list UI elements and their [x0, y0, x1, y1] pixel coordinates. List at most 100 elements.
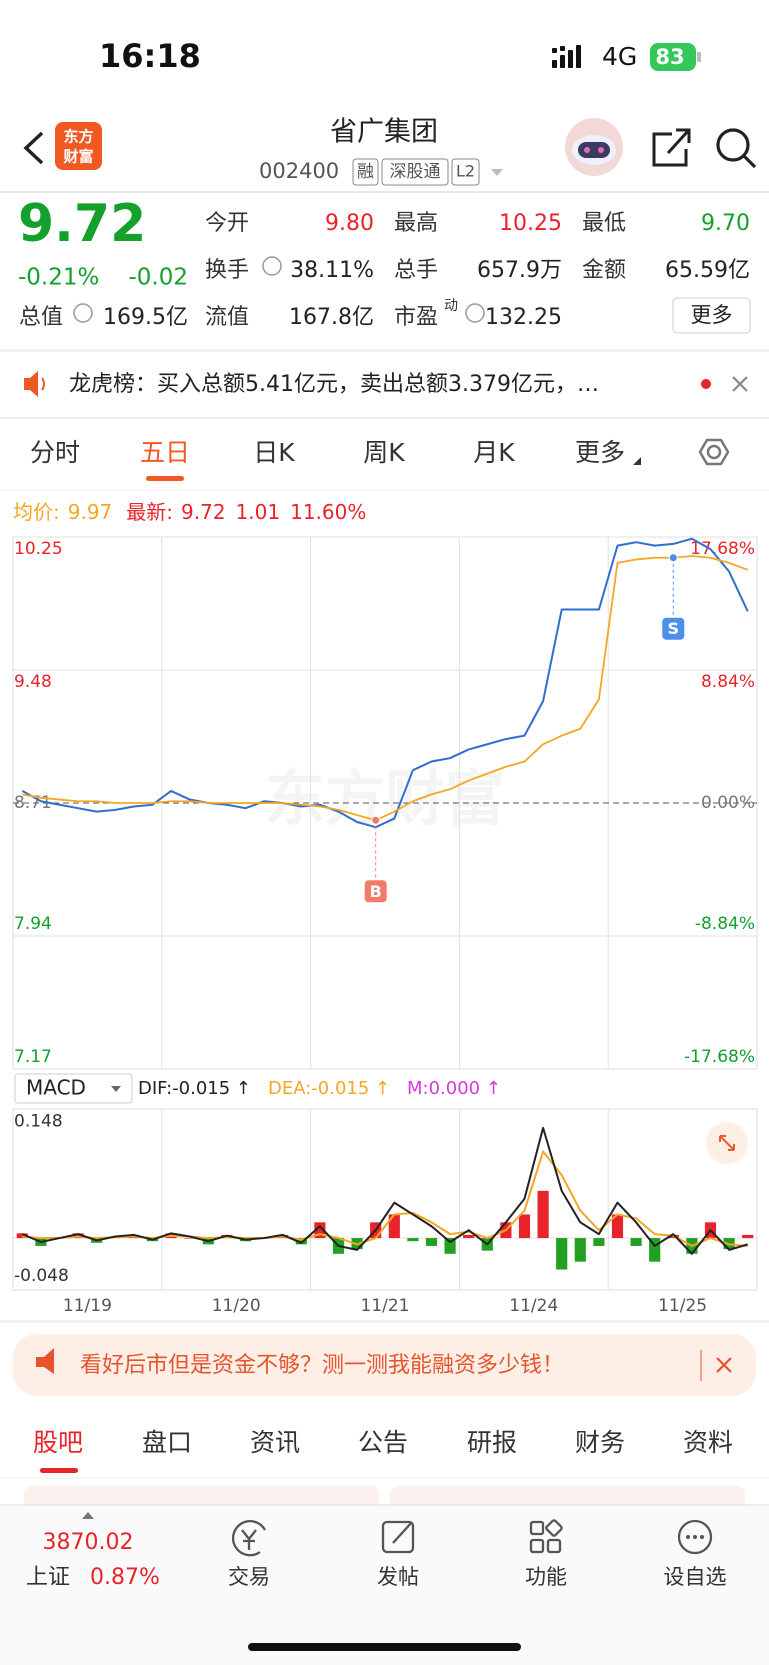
- period-tab[interactable]: 周K: [363, 438, 405, 467]
- dropdown-arrow[interactable]: [491, 169, 503, 176]
- latest-value: 9.72: [181, 500, 226, 524]
- post-icon: [392, 1521, 413, 1544]
- macd-bar: [16, 1233, 28, 1239]
- y2-tick-label: -17.68%: [684, 1047, 755, 1067]
- macd-bar: [630, 1238, 642, 1246]
- expand-arrow[interactable]: [82, 1512, 94, 1519]
- period-tab[interactable]: 更多: [575, 438, 625, 467]
- index-change: 0.87%: [90, 1565, 160, 1590]
- section-tab[interactable]: 盘口: [142, 1428, 192, 1457]
- nav-item[interactable]: 设自选: [664, 1565, 727, 1589]
- function-icon: [545, 1519, 563, 1537]
- period-tab[interactable]: 月K: [473, 438, 515, 467]
- period-tab-active[interactable]: 五日: [140, 438, 190, 467]
- watchlist-icon: [693, 1535, 697, 1539]
- trade-marker-badge: [364, 880, 387, 903]
- info-icon[interactable]: [73, 303, 93, 323]
- select-arrow: [111, 1086, 121, 1092]
- tag-box: [451, 158, 480, 186]
- period-tab[interactable]: 分时: [30, 438, 80, 467]
- unread-dot: [701, 379, 711, 389]
- y-tick-label: 10.25: [14, 539, 63, 559]
- dif-label: DIF: [138, 1078, 167, 1099]
- notice-text[interactable]: 龙虎榜：买入总额5.41亿元，卖出总额3.379亿元，…: [69, 372, 599, 397]
- macd-bar: [537, 1190, 549, 1239]
- watermark: 东方财富: [265, 765, 505, 835]
- y-tick-label: 9.48: [14, 672, 52, 692]
- nav-item[interactable]: 功能: [525, 1565, 567, 1589]
- info-icon[interactable]: [465, 303, 485, 323]
- period-tab[interactable]: 日K: [253, 438, 295, 467]
- macd-frame: [12, 1108, 758, 1291]
- y-tick-label: 7.17: [14, 1047, 52, 1067]
- indicator-select[interactable]: [14, 1073, 133, 1104]
- share-button[interactable]: [652, 128, 691, 167]
- x-tick-label: 11/24: [509, 1296, 558, 1316]
- battery-level: 83: [655, 45, 684, 69]
- macd-bar: [425, 1238, 438, 1246]
- promo-text: 看好后市但是资金不够？测一测我能融资多少钱！: [80, 1353, 564, 1378]
- quote-fields: 今开 9.80 最高 10.25 最低 9.70 换手 38.11% 总手 65…: [19, 211, 750, 330]
- macd-chart: 0.148 -0.048: [13, 1109, 757, 1290]
- m-label: M: [407, 1078, 423, 1099]
- x-tick-label: 11/19: [63, 1296, 112, 1316]
- nav-item[interactable]: 发帖: [377, 1565, 419, 1589]
- field-value: 657.9万: [477, 258, 562, 283]
- app-logo: [55, 122, 102, 170]
- section-tab[interactable]: 研报: [467, 1428, 517, 1457]
- macd-bar: [649, 1238, 661, 1262]
- search-button[interactable]: [716, 128, 757, 169]
- tag: L2: [456, 162, 475, 181]
- y2-tick-label: 8.84%: [701, 672, 755, 692]
- assistant-avatar[interactable]: [565, 118, 623, 176]
- field-label: 总值: [19, 305, 63, 330]
- trade-icon: [241, 1529, 257, 1550]
- field-value: 9.70: [701, 211, 750, 236]
- nav-item[interactable]: 交易: [228, 1565, 270, 1589]
- y-tick-label: 0.148: [14, 1112, 63, 1132]
- y-tick-label: -0.048: [14, 1266, 69, 1286]
- close-notice[interactable]: [732, 376, 748, 392]
- active-section-indicator: [40, 1468, 78, 1473]
- section-tab[interactable]: 公告: [358, 1428, 408, 1457]
- field-label: 金额: [582, 258, 626, 283]
- field-label: 换手: [205, 258, 249, 283]
- section-tab-active[interactable]: 股吧: [33, 1428, 83, 1457]
- latest-percent: 11.60%: [290, 500, 366, 524]
- field-sup: 动: [444, 298, 458, 314]
- trade-marker-dot: [668, 553, 678, 563]
- tag: 深股通: [390, 162, 441, 182]
- watchlist-icon: [677, 1519, 713, 1555]
- speaker-icon: [41, 377, 45, 391]
- close-banner[interactable]: [716, 1357, 732, 1373]
- section-tab[interactable]: 财务: [575, 1428, 625, 1457]
- macd-bar: [593, 1238, 605, 1246]
- section-tab[interactable]: 资讯: [250, 1428, 300, 1457]
- field-label: 最低: [582, 211, 626, 236]
- logo-text: 财富: [63, 148, 93, 166]
- m-value: :0.000 ↑: [423, 1078, 501, 1099]
- section-tab[interactable]: 资料: [683, 1428, 733, 1457]
- index-value[interactable]: 3870.02: [43, 1530, 134, 1555]
- trade-marker-label: S: [668, 619, 680, 638]
- change-amount: -0.02: [128, 265, 188, 291]
- tag-box: [352, 158, 379, 186]
- promo-banner[interactable]: [13, 1334, 756, 1396]
- macd-bar: [388, 1214, 400, 1239]
- stock-code: 002400: [259, 159, 339, 183]
- more-button[interactable]: [672, 297, 751, 334]
- macd-bar: [463, 1234, 475, 1239]
- average-line: [22, 555, 749, 822]
- field-label: 流值: [205, 305, 249, 330]
- megaphone-icon: [36, 1348, 54, 1374]
- nav-icons: [231, 1519, 713, 1557]
- info-icon[interactable]: [262, 256, 282, 276]
- field-value: 167.8亿: [289, 305, 374, 330]
- settings-button[interactable]: [698, 438, 730, 466]
- macd-bar: [611, 1214, 624, 1239]
- back-button[interactable]: [23, 131, 44, 165]
- signal-icon: [552, 45, 581, 68]
- stock-name: 省广集团: [330, 117, 438, 148]
